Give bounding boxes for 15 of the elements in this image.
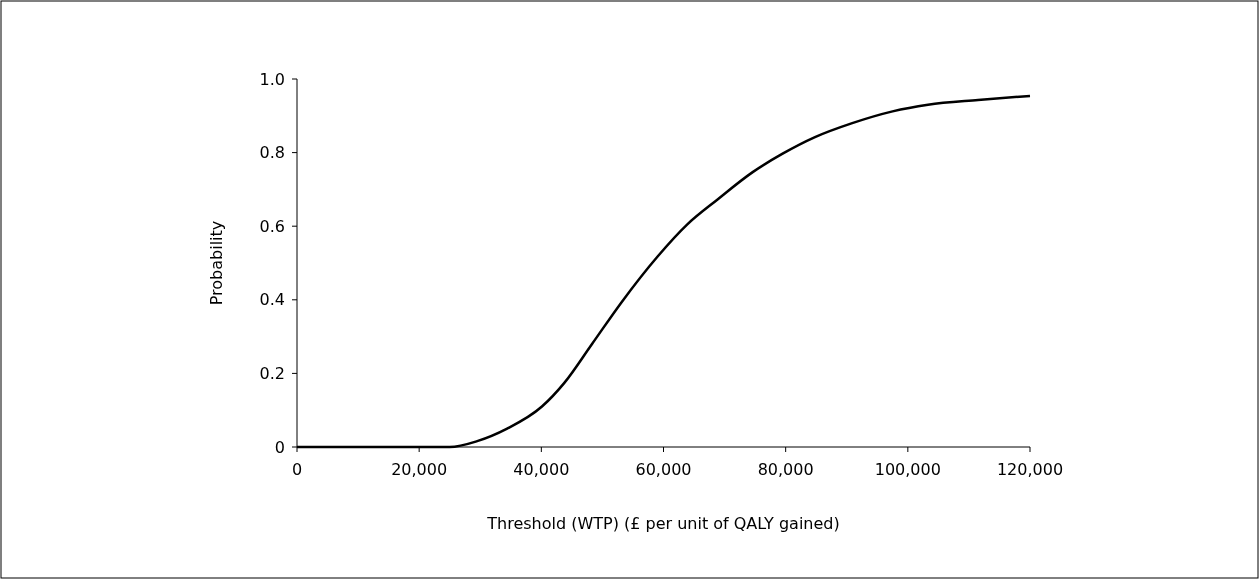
x-tick-label: 100,000 [874, 460, 941, 479]
y-tick-label: 1.0 [259, 69, 285, 89]
x-tick-label: 80,000 [757, 460, 814, 479]
x-tick-label: 0 [291, 460, 303, 479]
x-axis-title: Threshold (WTP) (£ per unit of QALY gained) [486, 514, 840, 533]
y-tick-label: 0.8 [259, 143, 285, 163]
y-tick-label: 0.6 [259, 216, 285, 236]
y-axis-title: Probability [207, 220, 226, 306]
x-tick-label: 40,000 [513, 460, 570, 479]
y-tick-label: 0 [274, 437, 285, 457]
y-tick-label: 0.4 [259, 290, 285, 310]
x-tick-label: 20,000 [391, 460, 448, 479]
y-tick-label: 0.2 [259, 364, 285, 383]
x-tick-label: 120,000 [996, 460, 1064, 479]
x-tick-label: 60,000 [635, 460, 692, 479]
